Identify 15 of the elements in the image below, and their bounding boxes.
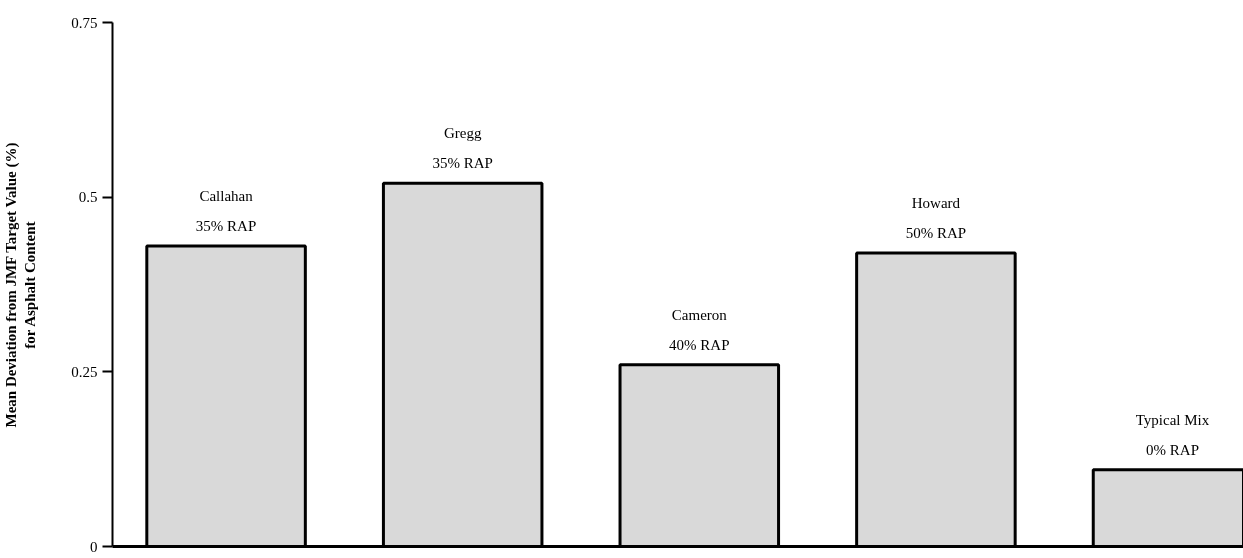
annotation: 0% RAP [1146, 441, 1199, 458]
x-tick-label: Typical Mix [1135, 411, 1210, 428]
y-tick-label: 0.5 [78, 189, 98, 206]
x-tick-label: Howard [911, 195, 961, 212]
y-tick-label: 0.25 [71, 363, 98, 380]
x-tick-label: Cameron [671, 306, 728, 323]
annotation: 50% RAP [905, 225, 967, 242]
x-tick-label: Gregg [443, 125, 482, 142]
y-tick-label: 0.75 [71, 14, 98, 31]
annotation: 35% RAP [195, 218, 257, 235]
annotation: 35% RAP [432, 155, 493, 172]
y-axis-title: Mean Deviation from JMF Target Value (%) for Asphalt Content [3, 142, 39, 428]
annotation: 40% RAP [669, 336, 730, 353]
x-tick-label: Callahan [199, 188, 254, 205]
y-tick-label: 0 [90, 538, 98, 555]
